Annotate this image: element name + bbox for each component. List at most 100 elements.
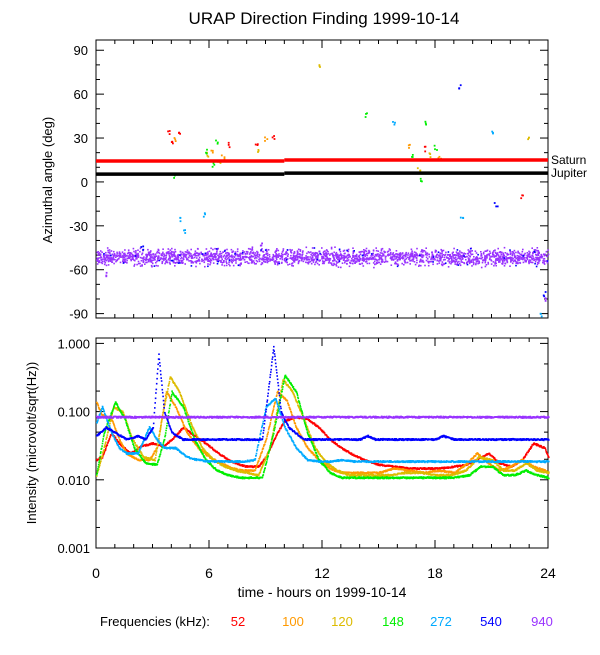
band-point — [135, 255, 137, 257]
band-point — [440, 249, 442, 251]
band-point — [486, 255, 488, 257]
band-point — [276, 259, 278, 261]
band-point — [140, 257, 142, 259]
direction-point — [142, 246, 144, 248]
band-point — [536, 259, 538, 261]
band-point — [235, 262, 237, 264]
band-point — [428, 254, 430, 256]
direction-point — [528, 137, 530, 139]
band-point — [155, 262, 157, 264]
band-point — [391, 264, 393, 266]
band-point — [221, 258, 223, 260]
band-point — [104, 259, 106, 261]
band-point — [220, 255, 222, 257]
band-point — [108, 252, 110, 254]
band-point — [308, 251, 310, 253]
band-point — [491, 263, 493, 265]
band-point — [306, 259, 308, 261]
band-point — [101, 262, 103, 264]
band-point — [151, 266, 153, 268]
band-point — [105, 259, 107, 261]
band-point — [159, 260, 161, 262]
direction-point — [460, 217, 462, 219]
band-point — [129, 252, 131, 254]
band-point — [207, 251, 209, 253]
band-point — [296, 255, 298, 257]
band-point — [210, 248, 212, 250]
band-point — [439, 252, 441, 254]
band-point — [420, 259, 422, 261]
band-point — [306, 253, 308, 255]
band-point — [129, 254, 131, 256]
band-point — [205, 253, 207, 255]
band-point — [268, 258, 270, 260]
band-point — [210, 256, 212, 258]
band-point — [113, 263, 115, 265]
intensity-point — [528, 450, 530, 452]
band-point — [542, 262, 544, 264]
band-point — [108, 264, 110, 266]
band-point — [303, 261, 305, 263]
band-point — [514, 254, 516, 256]
direction-point — [408, 147, 410, 149]
band-point — [522, 258, 524, 260]
band-point — [301, 260, 303, 262]
band-point — [165, 262, 167, 264]
band-point — [195, 250, 197, 252]
band-point — [215, 256, 217, 258]
band-point — [235, 251, 237, 253]
band-point — [109, 259, 111, 261]
band-point — [538, 258, 540, 260]
intensity-point — [181, 430, 183, 432]
band-point — [434, 259, 436, 261]
band-point — [416, 248, 418, 250]
band-point — [441, 253, 443, 255]
band-point — [431, 252, 433, 254]
band-point — [233, 260, 235, 262]
band-point — [314, 247, 316, 249]
band-point — [318, 264, 320, 266]
band-point — [429, 256, 431, 258]
band-point — [262, 251, 264, 253]
band-point — [216, 251, 218, 253]
band-point — [266, 259, 268, 261]
intensity-point — [260, 456, 262, 458]
band-point — [475, 259, 477, 261]
band-point — [126, 262, 128, 264]
band-point — [251, 252, 253, 254]
band-point — [504, 247, 506, 249]
band-point — [471, 250, 473, 252]
intensity-point — [531, 446, 533, 448]
band-point — [444, 259, 446, 261]
band-point — [245, 253, 247, 255]
band-point — [323, 261, 325, 263]
band-point — [515, 265, 517, 267]
band-point — [217, 261, 219, 263]
band-point — [422, 250, 424, 252]
band-point — [338, 266, 340, 268]
band-point — [458, 264, 460, 266]
intensity-point — [272, 410, 274, 412]
band-point — [263, 261, 265, 263]
intensity-point — [293, 420, 295, 422]
band-point — [433, 256, 435, 258]
band-point — [298, 261, 300, 263]
band-point — [130, 259, 132, 261]
band-point — [298, 263, 300, 265]
band-point — [432, 264, 434, 266]
band-point — [109, 253, 111, 255]
band-point — [209, 258, 211, 260]
band-point — [331, 264, 333, 266]
band-point — [336, 261, 338, 263]
band-point — [117, 255, 119, 257]
band-point — [277, 262, 279, 264]
band-point — [270, 259, 272, 261]
intensity-point — [256, 466, 258, 468]
band-point — [539, 260, 541, 262]
band-point — [362, 263, 364, 265]
direction-point — [522, 195, 524, 197]
band-point — [185, 255, 187, 257]
band-point — [513, 253, 515, 255]
band-point — [426, 260, 428, 262]
band-point — [304, 259, 306, 261]
